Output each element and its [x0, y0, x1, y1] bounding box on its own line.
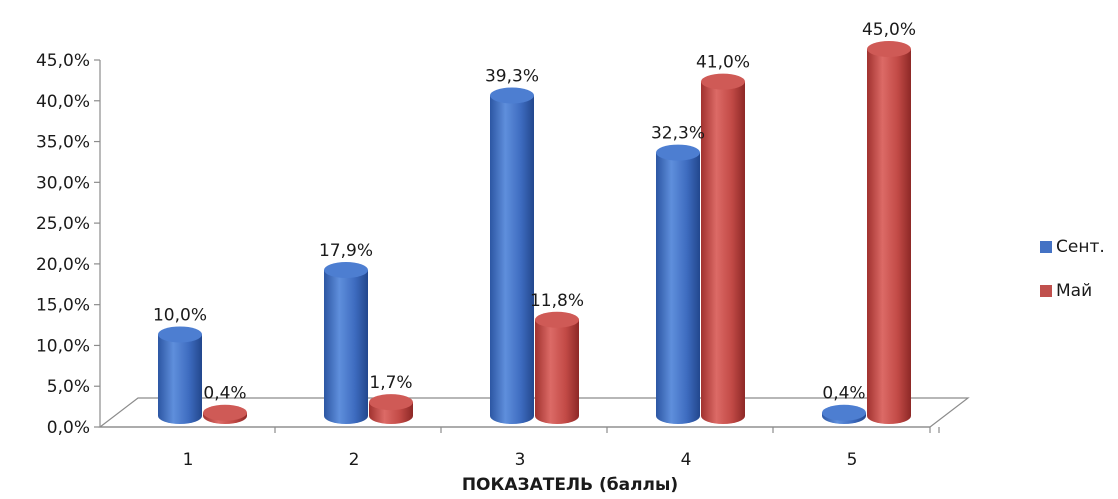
bar-top-Сент.-1: [158, 326, 202, 343]
x-tick-label: 3: [515, 450, 526, 470]
x-tick-label: 1: [183, 450, 194, 470]
bar-Май-4: [701, 81, 745, 424]
bar-top-Сент.-2: [324, 262, 368, 279]
y-tick-label: 35,0%: [36, 133, 90, 153]
y-tick-label: 45,0%: [36, 51, 90, 71]
bar-top-Май-5: [867, 41, 911, 57]
bar-top-Май-1: [203, 404, 247, 421]
data-label: 41,0%: [696, 53, 750, 73]
y-tick-label: 30,0%: [36, 173, 90, 193]
bar-Сент.-2: [324, 270, 368, 424]
bar-top-Май-3: [535, 311, 579, 328]
y-tick-label: 10,0%: [36, 336, 90, 356]
data-label: 17,9%: [319, 241, 373, 261]
y-tick-label: 20,0%: [36, 255, 90, 275]
y-tick-label: 5,0%: [47, 377, 90, 397]
legend-label-0: Сент.: [1056, 237, 1105, 257]
bars: [158, 41, 911, 424]
data-label: 45,0%: [862, 20, 916, 40]
legend-label-1: Май: [1056, 281, 1092, 301]
x-tick-label: 2: [349, 450, 360, 470]
data-label: 0,4%: [203, 384, 246, 404]
x-tick-label: 4: [681, 450, 692, 470]
data-label: 39,3%: [485, 66, 539, 86]
y-tick-label: 15,0%: [36, 296, 90, 316]
bar-Май-5: [867, 49, 911, 424]
data-label: 11,8%: [530, 291, 584, 311]
data-label: 0,4%: [822, 384, 865, 404]
data-label: 10,0%: [153, 305, 207, 325]
legend: Сент. Май: [1040, 237, 1105, 301]
bar-top-Сент.-3: [490, 87, 534, 104]
legend-swatch-0: [1040, 241, 1052, 253]
y-tick-label: 25,0%: [36, 214, 90, 234]
y-axis: 0,0% 5,0% 10,0% 15,0% 20,0% 25,0% 30,0% 35,0% 40…: [36, 51, 101, 438]
bar-Май-3: [535, 319, 579, 424]
bar-top-Май-4: [701, 73, 745, 90]
bar-Сент.-4: [656, 152, 700, 424]
y-tick-label: 0,0%: [47, 418, 90, 438]
x-axis-title: ПОКАЗАТЕЛЬ (баллы): [462, 475, 678, 495]
bar-top-Сент.-5: [822, 404, 866, 421]
legend-swatch-1: [1040, 285, 1052, 297]
bar-top-Сент.-4: [656, 144, 700, 161]
bar-Сент.-1: [158, 334, 202, 424]
y-tick-label: 40,0%: [36, 92, 90, 112]
x-tick-label: 5: [847, 450, 858, 470]
bar-Сент.-3: [490, 95, 534, 424]
bar-top-Май-2: [369, 394, 413, 411]
data-label: 1,7%: [369, 373, 412, 393]
data-label: 32,3%: [651, 124, 705, 144]
data-labels: 1 10,0% 0,4% 2 17,9% 1,7% 3 39,3% 11,8% 4 32,3% 41,…: [153, 20, 916, 470]
